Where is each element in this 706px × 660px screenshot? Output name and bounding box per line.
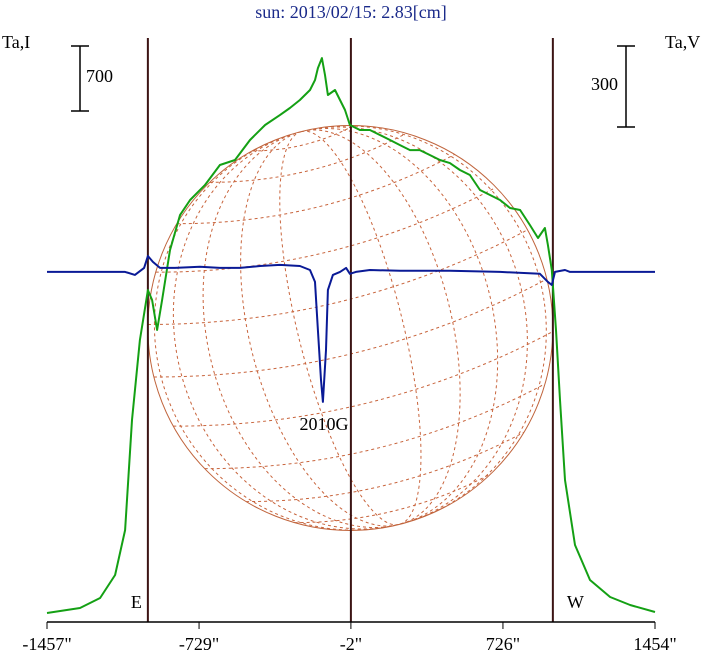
x-tick-label: 726" [486, 634, 520, 654]
meridian [172, 131, 400, 530]
parallel [246, 431, 525, 503]
series-line [47, 255, 655, 403]
disk-grid [147, 125, 554, 531]
parallel [153, 278, 548, 378]
parallel [294, 473, 492, 524]
meridian [301, 126, 528, 525]
scale-label: 300 [591, 74, 618, 94]
y-axis-label: Ta,I [2, 32, 30, 52]
parallel [209, 132, 407, 183]
x-tick-label: -1457" [22, 634, 71, 654]
meridian [301, 125, 547, 525]
x-tick-label: -729" [179, 634, 219, 654]
meridian [202, 131, 400, 529]
parallel [204, 383, 546, 470]
meridian [240, 131, 400, 527]
parallel [173, 331, 554, 427]
x-tick-label: 1454" [633, 634, 676, 654]
meridian [301, 127, 499, 525]
limb-label: W [567, 592, 584, 612]
scale-label: 700 [86, 66, 113, 86]
parallel [176, 153, 455, 225]
parallel [252, 125, 355, 152]
parallel [155, 186, 497, 273]
chart-title: sun: 2013/02/15: 2.83[cm] [255, 2, 447, 22]
meridian [301, 129, 461, 525]
x-tick-label: -2" [340, 634, 362, 654]
meridian [279, 131, 400, 526]
y2-axis-label: Ta,V [665, 32, 700, 52]
meridian [153, 131, 400, 531]
meridian [301, 130, 422, 525]
series-line [46, 57, 656, 614]
limb-label: E [131, 592, 142, 612]
annotation: 2010G [299, 414, 348, 434]
